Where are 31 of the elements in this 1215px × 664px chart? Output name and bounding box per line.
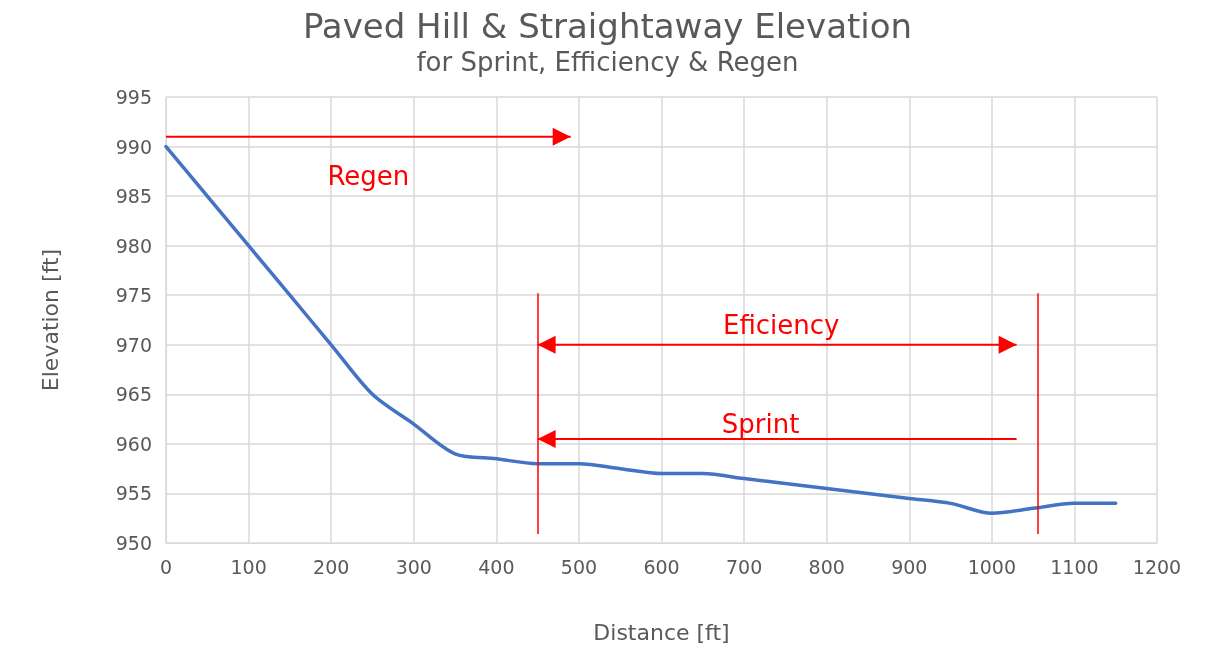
x-tick-label: 700 — [725, 555, 763, 578]
y-tick-label: 965 — [115, 383, 152, 406]
y-tick-label: 995 — [115, 86, 152, 108]
x-tick-label: 900 — [891, 555, 928, 578]
y-tick-label: 950 — [115, 532, 152, 554]
x-tick-label: 1000 — [967, 555, 1017, 578]
y-tick-label: 975 — [115, 284, 152, 307]
x-tick-label: 600 — [643, 555, 680, 578]
annotation: Eficiency — [723, 309, 840, 340]
x-tick-label: 400 — [478, 555, 515, 578]
x-tick-label: 0 — [159, 555, 173, 578]
x-tick-label: 1200 — [1132, 555, 1182, 578]
x-axis-title: Distance [ft] — [593, 619, 730, 645]
y-tick-label: 990 — [115, 135, 152, 158]
x-tick-label: 800 — [808, 555, 845, 578]
y-tick-label: 980 — [115, 234, 152, 257]
x-tick-label: 300 — [395, 555, 432, 578]
y-axis-title: Elevation [ft] — [37, 248, 63, 392]
line-series — [164, 144, 1118, 516]
annotation: Regen — [327, 161, 410, 192]
y-tick-label: 970 — [115, 333, 152, 356]
y-tick-label: 960 — [115, 432, 152, 455]
x-tick-label: 200 — [313, 555, 350, 578]
annotation: Sprint — [721, 409, 800, 440]
chart-subtitle: for Sprint, Efficiency & Regen — [416, 47, 799, 77]
chart-title: Paved Hill & Straightaway Elevation — [302, 6, 913, 46]
y-tick-label: 985 — [115, 185, 152, 208]
x-tick-label: 500 — [560, 555, 598, 578]
x-tick-label: 1100 — [1050, 555, 1099, 578]
y-tick-label: 955 — [115, 482, 152, 505]
x-tick-label: 100 — [230, 555, 267, 578]
